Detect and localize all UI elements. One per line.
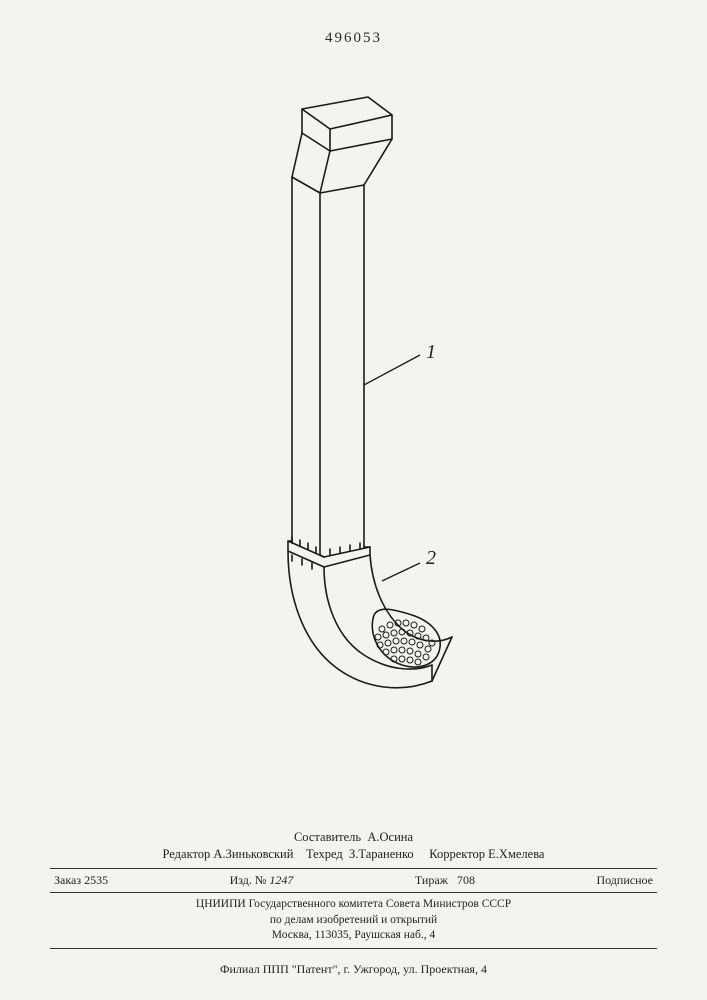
callout-2: 2 [426, 547, 436, 570]
compiler-label: Составитель [294, 830, 361, 844]
rule-top [50, 868, 657, 869]
cniipi-line3: Москва, 113035, Раушская наб., 4 [50, 928, 657, 944]
figure: 1 2 [120, 85, 580, 725]
cniipi-block: ЦНИИПИ Государственного комитета Совета … [50, 897, 657, 944]
izd-label: Изд. № [230, 873, 267, 887]
cniipi-line1: ЦНИИПИ Государственного комитета Совета … [50, 897, 657, 913]
zakaz-label: Заказ [54, 873, 81, 887]
branch-line: Филиал ППП "Патент", г. Ужгород, ул. Про… [50, 962, 657, 977]
order-row: Заказ 2535 Изд. № 1247 Тираж 708 Подписн… [50, 873, 657, 888]
izd-value: 1247 [269, 873, 293, 887]
rule-bottom [50, 948, 657, 949]
tirazh-value: 708 [457, 873, 475, 887]
compiler-name: А.Осина [367, 830, 413, 844]
podpisnoe: Подписное [596, 873, 653, 888]
callout-1: 1 [426, 341, 436, 364]
techred-name: З.Тараненко [349, 847, 414, 861]
techred-label: Техред [306, 847, 343, 861]
tirazh-label: Тираж [415, 873, 448, 887]
credits-block: Составитель А.Осина Редактор А.Зиньковск… [50, 830, 657, 953]
corrector-name: Е.Хмелева [488, 847, 544, 861]
blade-drawing [120, 85, 580, 725]
editor-label: Редактор [163, 847, 211, 861]
editor-name: А.Зиньковский [213, 847, 293, 861]
cniipi-line2: по делам изобретений и открытий [50, 913, 657, 929]
rule-mid [50, 892, 657, 893]
patent-number: 496053 [0, 30, 707, 47]
zakaz-value: 2535 [84, 873, 108, 887]
corrector-label: Корректор [429, 847, 485, 861]
